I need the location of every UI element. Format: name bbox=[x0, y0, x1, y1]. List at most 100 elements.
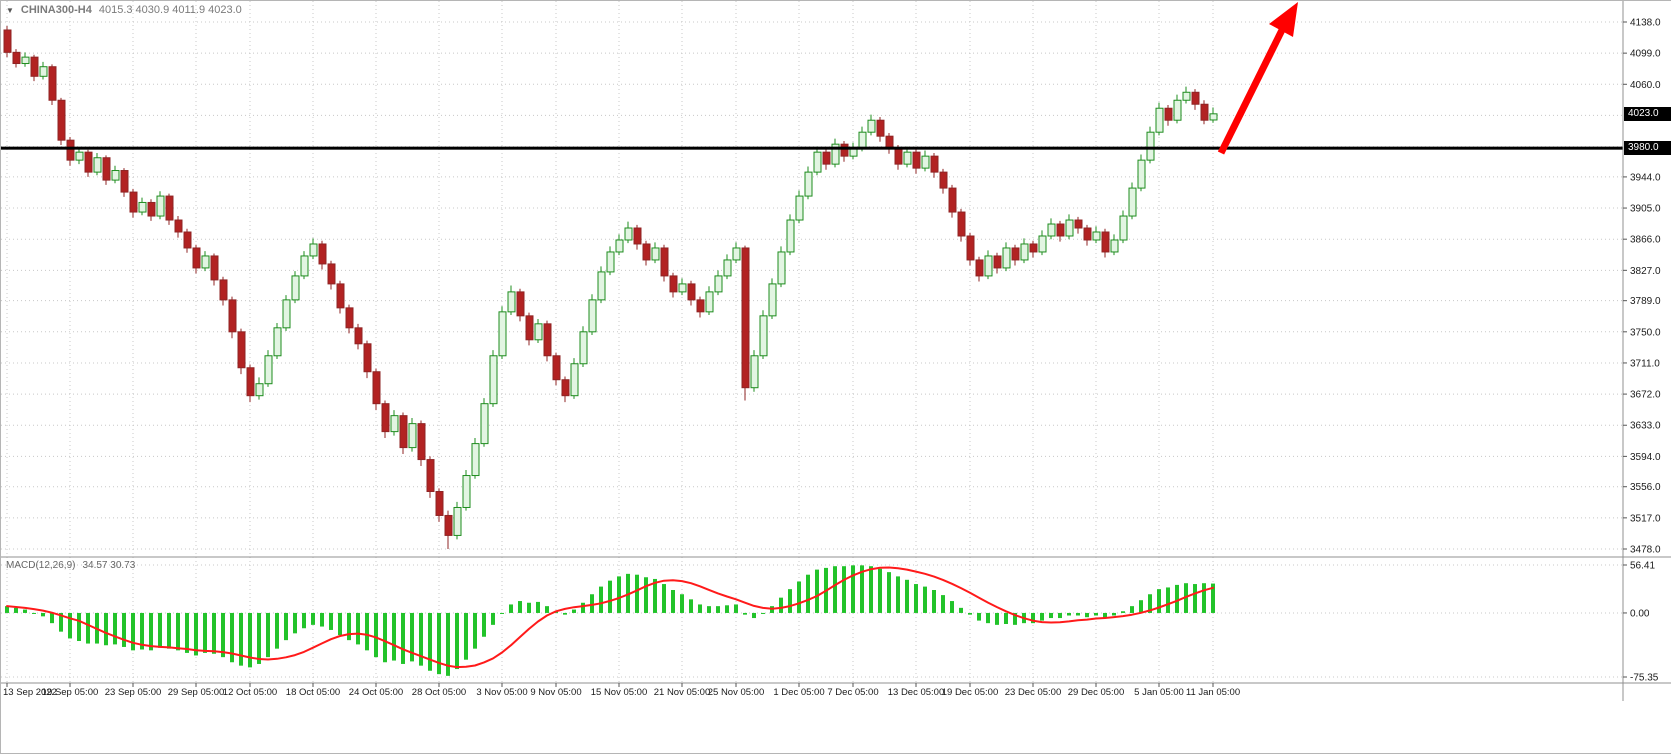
price-axis-label[interactable]: 3866.0 bbox=[1630, 235, 1661, 246]
price-axis-label[interactable]: 3672.0 bbox=[1630, 390, 1661, 401]
macd-histogram-bar bbox=[734, 604, 738, 613]
candle-body bbox=[435, 491, 444, 516]
candle-body bbox=[804, 171, 813, 197]
price-axis-label[interactable]: 3750.0 bbox=[1630, 327, 1661, 338]
trend-arrow-shaft[interactable] bbox=[1217, 28, 1286, 155]
candle-body bbox=[615, 239, 624, 253]
time-axis-label[interactable]: 18 Oct 05:00 bbox=[286, 687, 340, 698]
price-axis-label[interactable]: 4138.0 bbox=[1630, 18, 1661, 29]
price-axis-label[interactable]: 4060.0 bbox=[1630, 80, 1661, 91]
candle-body bbox=[1164, 107, 1173, 121]
macd-histogram-bar bbox=[653, 578, 657, 613]
candle-body bbox=[480, 403, 489, 445]
macd-histogram-bar bbox=[968, 612, 972, 615]
time-axis-label[interactable]: 29 Sep 05:00 bbox=[168, 687, 225, 698]
macd-histogram-bar bbox=[761, 612, 765, 614]
candle-body bbox=[336, 283, 345, 309]
macd-histogram-bar bbox=[527, 602, 531, 613]
time-axis-label[interactable]: 21 Nov 05:00 bbox=[654, 687, 711, 698]
candle-body bbox=[66, 139, 75, 161]
candle-body bbox=[651, 247, 660, 261]
candle-body bbox=[975, 259, 984, 277]
time-axis-label[interactable]: 19 Dec 05:00 bbox=[942, 687, 999, 698]
macd-histogram-bar bbox=[338, 612, 342, 636]
macd-histogram-bar bbox=[743, 612, 747, 615]
time-axis-label[interactable]: 13 Sep 2022 bbox=[3, 687, 57, 698]
time-axis-label[interactable]: 3 Nov 05:00 bbox=[476, 687, 527, 698]
time-axis-label[interactable]: 7 Dec 05:00 bbox=[827, 687, 878, 698]
macd-histogram-bar bbox=[167, 612, 171, 649]
time-axis-label[interactable]: 9 Nov 05:00 bbox=[530, 687, 581, 698]
time-axis-label[interactable]: 28 Oct 05:00 bbox=[412, 687, 466, 698]
candle-body bbox=[138, 201, 147, 213]
macd-histogram-bar bbox=[428, 612, 432, 671]
candle-body bbox=[930, 155, 939, 173]
candle-body bbox=[282, 299, 291, 329]
candle-body bbox=[786, 219, 795, 253]
time-axis-label[interactable]: 1 Dec 05:00 bbox=[773, 687, 824, 698]
price-axis-label[interactable]: 3944.0 bbox=[1630, 172, 1661, 183]
macd-scale-label[interactable]: -75.35 bbox=[1630, 673, 1659, 684]
candle-body bbox=[768, 283, 777, 317]
price-axis-label[interactable]: 4099.0 bbox=[1630, 49, 1661, 60]
price-axis-label[interactable]: 3789.0 bbox=[1630, 296, 1661, 307]
candle-body bbox=[129, 191, 138, 213]
candle-body bbox=[561, 379, 570, 397]
time-axis-label[interactable]: 12 Oct 05:00 bbox=[223, 687, 277, 698]
macd-histogram-bar bbox=[1085, 612, 1089, 618]
price-axis-label[interactable]: 3556.0 bbox=[1630, 482, 1661, 493]
candle-body bbox=[921, 155, 930, 169]
macd-histogram-bar bbox=[1157, 589, 1161, 613]
macd-histogram-bar bbox=[851, 565, 855, 613]
time-axis-label[interactable]: 11 Jan 05:00 bbox=[1186, 687, 1240, 698]
macd-histogram-bar bbox=[320, 612, 324, 627]
time-axis-label[interactable]: 15 Nov 05:00 bbox=[591, 687, 648, 698]
macd-scale-label[interactable]: 56.41 bbox=[1630, 561, 1655, 572]
time-axis-label[interactable]: 25 Nov 05:00 bbox=[708, 687, 765, 698]
price-axis-label[interactable]: 3827.0 bbox=[1630, 266, 1661, 277]
price-axis-label[interactable]: 3905.0 bbox=[1630, 204, 1661, 215]
time-axis-label[interactable]: 5 Jan 05:00 bbox=[1134, 687, 1184, 698]
macd-histogram-bar bbox=[14, 607, 18, 613]
time-axis-label[interactable]: 13 Dec 05:00 bbox=[888, 687, 945, 698]
time-axis-label[interactable]: 29 Dec 05:00 bbox=[1068, 687, 1125, 698]
price-axis-label[interactable]: 3633.0 bbox=[1630, 421, 1661, 432]
macd-signal-line bbox=[6, 566, 1214, 669]
price-axis-label[interactable]: 3711.0 bbox=[1630, 358, 1660, 369]
time-axis-label[interactable]: 23 Dec 05:00 bbox=[1005, 687, 1062, 698]
macd-histogram-bar bbox=[68, 612, 72, 639]
candle-body bbox=[516, 291, 525, 317]
time-axis-label[interactable]: 24 Oct 05:00 bbox=[349, 687, 403, 698]
macd-histogram-bar bbox=[590, 594, 594, 613]
candle-body bbox=[1209, 113, 1218, 121]
candle-body bbox=[687, 283, 696, 301]
macd-histogram-bar bbox=[491, 612, 495, 625]
price-axis-label[interactable]: 3517.0 bbox=[1630, 513, 1661, 524]
macd-histogram-bar bbox=[716, 606, 720, 613]
price-axis-label[interactable]: 3478.0 bbox=[1630, 545, 1661, 556]
macd-histogram-bar bbox=[401, 612, 405, 664]
trend-arrow-head[interactable] bbox=[1269, 2, 1298, 37]
macd-histogram-bar bbox=[176, 612, 180, 651]
candle-body bbox=[93, 157, 102, 173]
candle-body bbox=[381, 403, 390, 433]
macd-histogram-bar bbox=[581, 602, 585, 613]
macd-histogram-bar bbox=[1211, 583, 1215, 613]
macd-histogram-bar bbox=[1013, 612, 1017, 625]
time-axis-label[interactable]: 19 Sep 05:00 bbox=[42, 687, 99, 698]
candle-body bbox=[48, 66, 57, 101]
macd-scale-label[interactable]: 0.00 bbox=[1630, 608, 1650, 619]
macd-histogram-bar bbox=[806, 574, 810, 613]
candle-body bbox=[1200, 103, 1209, 121]
macd-histogram-bar bbox=[545, 606, 549, 613]
chevron-down-icon[interactable]: ▼ bbox=[6, 5, 14, 15]
price-axis-label[interactable]: 3594.0 bbox=[1630, 452, 1661, 463]
candle-body bbox=[1155, 107, 1164, 133]
horizontal-level-line[interactable] bbox=[1, 146, 1623, 150]
candle-body bbox=[1074, 219, 1083, 229]
candle-body bbox=[3, 29, 12, 53]
macd-histogram-bar bbox=[1121, 611, 1125, 613]
candle-body bbox=[1092, 231, 1101, 241]
time-axis-label[interactable]: 23 Sep 05:00 bbox=[105, 687, 162, 698]
